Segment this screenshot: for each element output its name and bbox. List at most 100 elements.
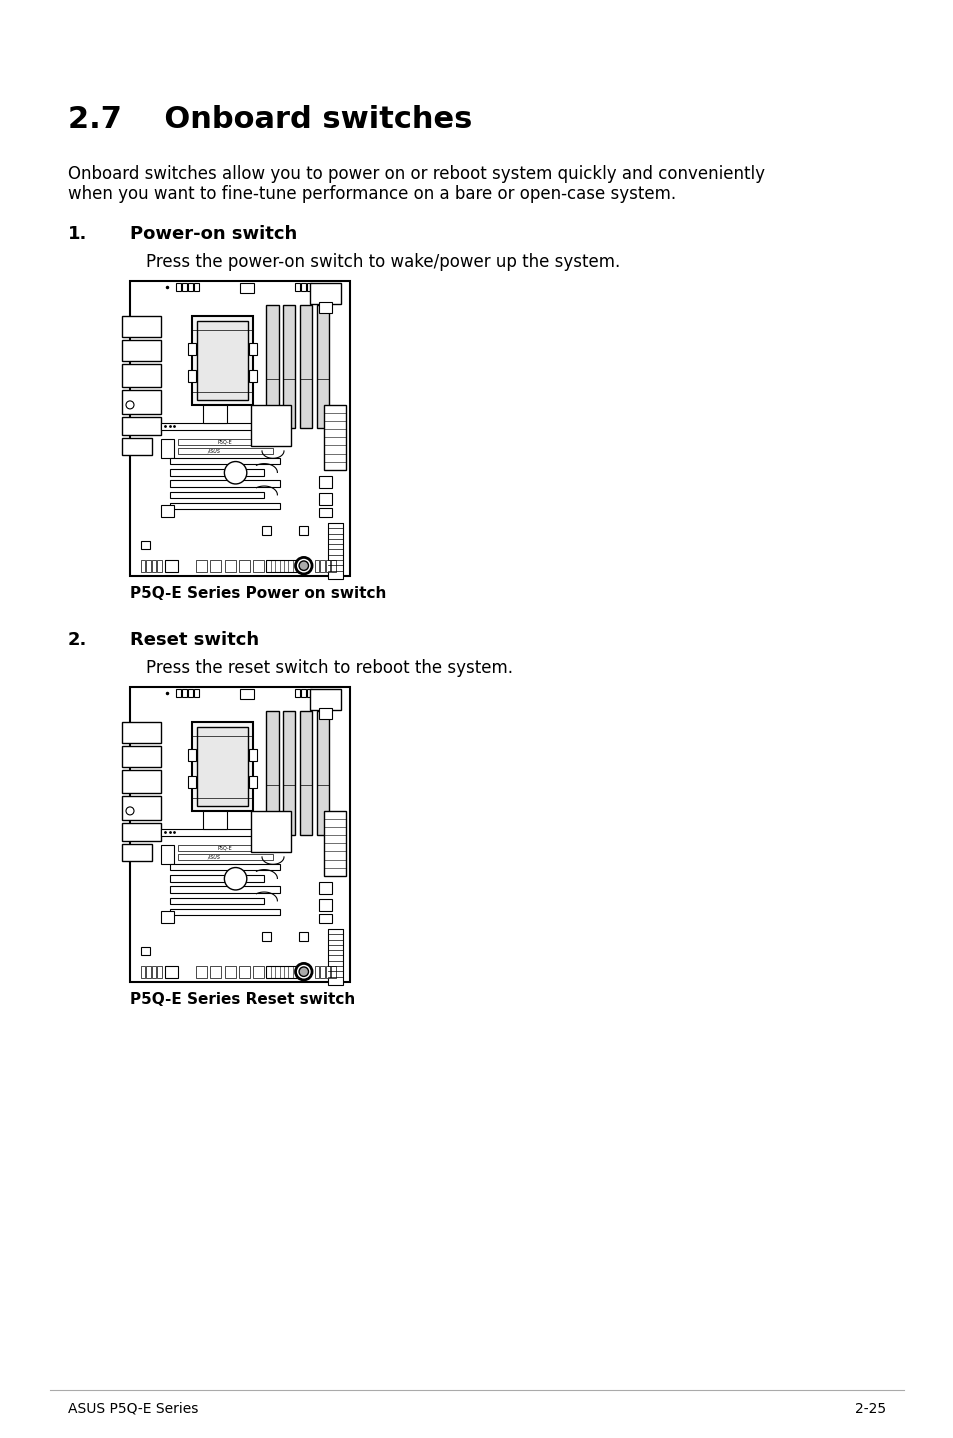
Bar [319, 476, 332, 487]
Bar [319, 899, 332, 912]
Text: P5Q-E: P5Q-E [217, 846, 232, 850]
Bar [320, 559, 324, 571]
Bar [152, 966, 156, 978]
Bar [249, 775, 257, 788]
Bar [310, 689, 341, 709]
Text: Press the power-on switch to wake/power up the system.: Press the power-on switch to wake/power … [146, 253, 619, 270]
Bar [122, 339, 161, 361]
Bar [188, 775, 195, 788]
Bar [316, 710, 329, 834]
Bar [249, 370, 257, 381]
Bar [122, 390, 161, 414]
Bar [176, 283, 181, 290]
Bar [188, 283, 193, 290]
Bar [188, 342, 195, 355]
Bar [202, 811, 227, 828]
Bar [328, 523, 343, 580]
Bar [182, 689, 187, 697]
Text: Onboard switches allow you to power on or reboot system quickly and conveniently: Onboard switches allow you to power on o… [68, 165, 764, 183]
Bar [224, 966, 235, 978]
Bar [299, 526, 308, 535]
Bar [320, 966, 324, 978]
Bar [122, 417, 161, 434]
Bar [238, 559, 250, 571]
Bar [210, 966, 221, 978]
Bar [188, 689, 193, 697]
Bar [178, 447, 273, 454]
Bar [331, 559, 335, 571]
Circle shape [295, 963, 312, 979]
Bar [122, 844, 152, 861]
Bar [238, 966, 250, 978]
Bar [196, 321, 248, 400]
Circle shape [126, 807, 133, 815]
Bar [319, 881, 332, 893]
Bar [253, 966, 264, 978]
Bar [165, 559, 178, 571]
Text: Reset switch: Reset switch [130, 631, 259, 649]
Bar [301, 283, 306, 290]
Bar [141, 946, 150, 955]
Bar [326, 559, 330, 571]
Bar [299, 932, 308, 940]
Bar [122, 797, 161, 820]
Bar [130, 280, 350, 577]
Text: P5Q-E Series Reset switch: P5Q-E Series Reset switch [130, 992, 355, 1007]
Bar [178, 854, 273, 860]
Bar [141, 559, 145, 571]
Bar [251, 406, 291, 446]
Bar [319, 707, 332, 719]
Bar [170, 469, 264, 476]
Bar [157, 559, 162, 571]
Bar [122, 316, 161, 336]
Text: 1.: 1. [68, 224, 88, 243]
Bar [323, 406, 345, 470]
Circle shape [126, 401, 133, 408]
Bar [122, 364, 161, 387]
Bar [161, 423, 281, 430]
Bar [192, 316, 253, 406]
Bar [152, 559, 156, 571]
Bar [194, 283, 199, 290]
Bar [178, 439, 273, 446]
Bar [319, 493, 332, 505]
Circle shape [295, 558, 312, 574]
Text: Power-on switch: Power-on switch [130, 224, 297, 243]
Bar [157, 966, 162, 978]
Bar [323, 811, 345, 876]
Bar [122, 722, 161, 743]
Bar [141, 541, 150, 549]
Bar [240, 283, 253, 293]
Text: P5Q-E: P5Q-E [217, 440, 232, 444]
Bar [178, 846, 273, 851]
Bar [240, 689, 253, 699]
Bar [161, 912, 173, 923]
Bar [122, 823, 161, 841]
Bar [147, 966, 151, 978]
Bar [170, 876, 264, 881]
Bar [328, 929, 343, 985]
Bar [122, 769, 161, 794]
Bar [279, 420, 288, 430]
Bar [188, 749, 195, 761]
Bar [195, 559, 207, 571]
Bar [210, 559, 221, 571]
Bar [192, 722, 253, 811]
Bar [176, 689, 181, 697]
Bar [165, 966, 178, 978]
Bar [147, 559, 151, 571]
Bar [326, 966, 330, 978]
Circle shape [224, 462, 247, 485]
Bar [299, 305, 312, 429]
Bar [283, 710, 295, 834]
Bar [130, 687, 350, 982]
Bar [262, 526, 271, 535]
Bar [266, 559, 297, 571]
Bar [319, 508, 332, 518]
Text: /ISUS: /ISUS [207, 449, 220, 453]
Bar [316, 305, 329, 429]
Bar [194, 689, 199, 697]
Bar [170, 480, 279, 487]
Bar [170, 503, 279, 509]
Bar [170, 492, 264, 498]
